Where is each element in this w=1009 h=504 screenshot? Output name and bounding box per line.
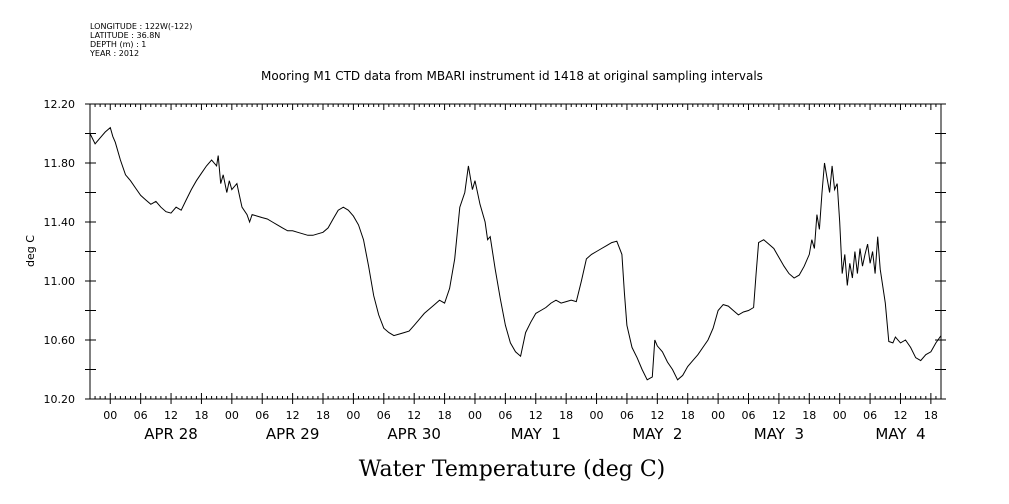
- x-day-label: MAY 2: [632, 425, 682, 443]
- y-tick-label: 11.40: [44, 216, 76, 229]
- x-hour-label: 06: [498, 409, 512, 422]
- x-day-label: APR 28: [144, 425, 198, 443]
- y-axis-label: deg C: [24, 235, 37, 267]
- axis-ticks: [85, 103, 946, 404]
- station-metadata: LONGITUDE : 122W(-122) LATITUDE : 36.8N …: [90, 22, 192, 58]
- water-temperature-line: [89, 126, 942, 381]
- x-hour-label: 00: [468, 409, 482, 422]
- x-day-label: MAY 4: [875, 425, 925, 443]
- x-hour-label: 12: [286, 409, 300, 422]
- x-hour-label: 06: [620, 409, 634, 422]
- x-hour-label: 12: [650, 409, 664, 422]
- x-hour-label: 06: [863, 409, 877, 422]
- x-hour-label: 06: [742, 409, 756, 422]
- year-text: YEAR : 2012: [90, 49, 140, 58]
- chart-title: Mooring M1 CTD data from MBARI instrumen…: [261, 69, 763, 83]
- y-tick-label: 12.20: [44, 98, 76, 111]
- x-hour-label: 00: [103, 409, 117, 422]
- x-hour-label: 18: [438, 409, 452, 422]
- x-day-label: APR 30: [387, 425, 441, 443]
- y-tick-label: 10.20: [44, 393, 76, 406]
- x-hour-label: 12: [407, 409, 421, 422]
- x-hour-label: 00: [225, 409, 239, 422]
- x-hour-label: 18: [924, 409, 938, 422]
- x-hour-label: 00: [711, 409, 725, 422]
- x-hour-label: 18: [559, 409, 573, 422]
- x-hour-label: 12: [772, 409, 786, 422]
- x-hour-label: 18: [194, 409, 208, 422]
- x-hour-label: 18: [802, 409, 816, 422]
- depth-text: DEPTH (m) : 1: [90, 40, 147, 49]
- x-day-labels: APR 28 APR 29 APR 30 MAY 1 MAY 2 MAY 3 MAY 4: [144, 425, 925, 443]
- x-hour-label: 18: [681, 409, 695, 422]
- x-day-label: APR 29: [266, 425, 320, 443]
- x-hour-label: 06: [255, 409, 269, 422]
- x-hour-tick-labels: 00 06 12 18 00 06 12 18 00 06 12 18 00 06 12 18 00 06 12 18…: [103, 409, 938, 422]
- x-hour-label: 00: [346, 409, 360, 422]
- x-hour-label: 06: [134, 409, 148, 422]
- x-hour-label: 00: [833, 409, 847, 422]
- x-day-label: MAY 3: [754, 425, 804, 443]
- x-hour-label: 06: [377, 409, 391, 422]
- y-tick-labels: 10.20 10.60 11.00 11.40 11.80 12.20: [44, 98, 76, 406]
- x-hour-label: 12: [164, 409, 178, 422]
- longitude-text: LONGITUDE : 122W(-122): [90, 22, 193, 31]
- plot-frame: [89, 103, 942, 400]
- x-hour-label: 12: [529, 409, 543, 422]
- y-tick-label: 11.80: [44, 157, 76, 170]
- x-axis-label: Water Temperature (deg C): [359, 457, 666, 482]
- x-hour-label: 00: [590, 409, 604, 422]
- x-day-label: MAY 1: [511, 425, 561, 443]
- x-hour-label: 18: [316, 409, 330, 422]
- y-tick-label: 10.60: [44, 334, 76, 347]
- y-tick-label: 11.00: [44, 275, 76, 288]
- latitude-text: LATITUDE : 36.8N: [90, 31, 161, 40]
- x-hour-label: 12: [893, 409, 907, 422]
